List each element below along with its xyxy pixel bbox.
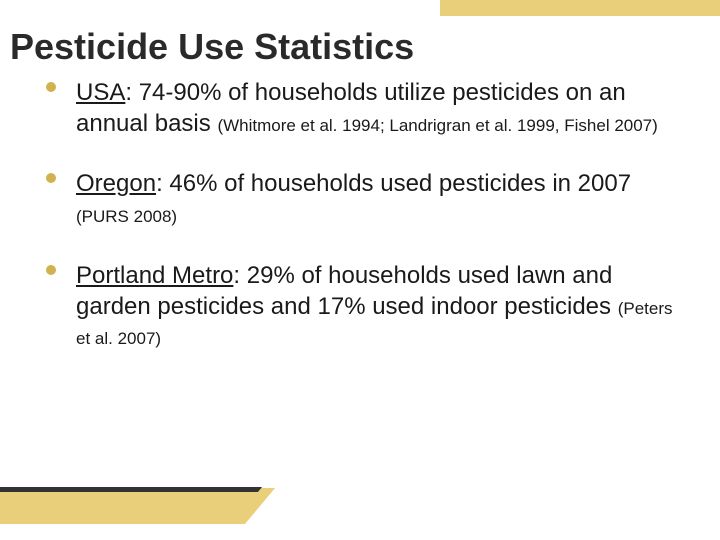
list-item: USA: 74-90% of households utilize pestic… [46,78,680,139]
bullet-icon [46,173,56,183]
citation: (Whitmore et al. 1994; Landrigran et al.… [217,116,657,135]
region-label: Oregon [76,170,156,197]
region-label: Portland Metro [76,262,233,289]
item-text: Portland Metro: 29% of households used l… [76,261,680,353]
list-item: Portland Metro: 29% of households used l… [46,261,680,353]
item-body: : 46% of households used pesticides in 2… [156,170,631,197]
bullet-list: USA: 74-90% of households utilize pestic… [46,78,680,383]
slide-title: Pesticide Use Statistics [10,26,414,68]
list-item: Oregon: 46% of households used pesticide… [46,169,680,230]
item-text: Oregon: 46% of households used pesticide… [76,169,680,230]
region-label: USA [76,79,125,106]
bullet-icon [46,82,56,92]
bullet-icon [46,265,56,275]
item-text: USA: 74-90% of households utilize pestic… [76,78,680,139]
citation: (PURS 2008) [76,207,177,226]
decorative-accent-top [440,0,720,48]
decorative-accent-bottom [0,464,260,504]
